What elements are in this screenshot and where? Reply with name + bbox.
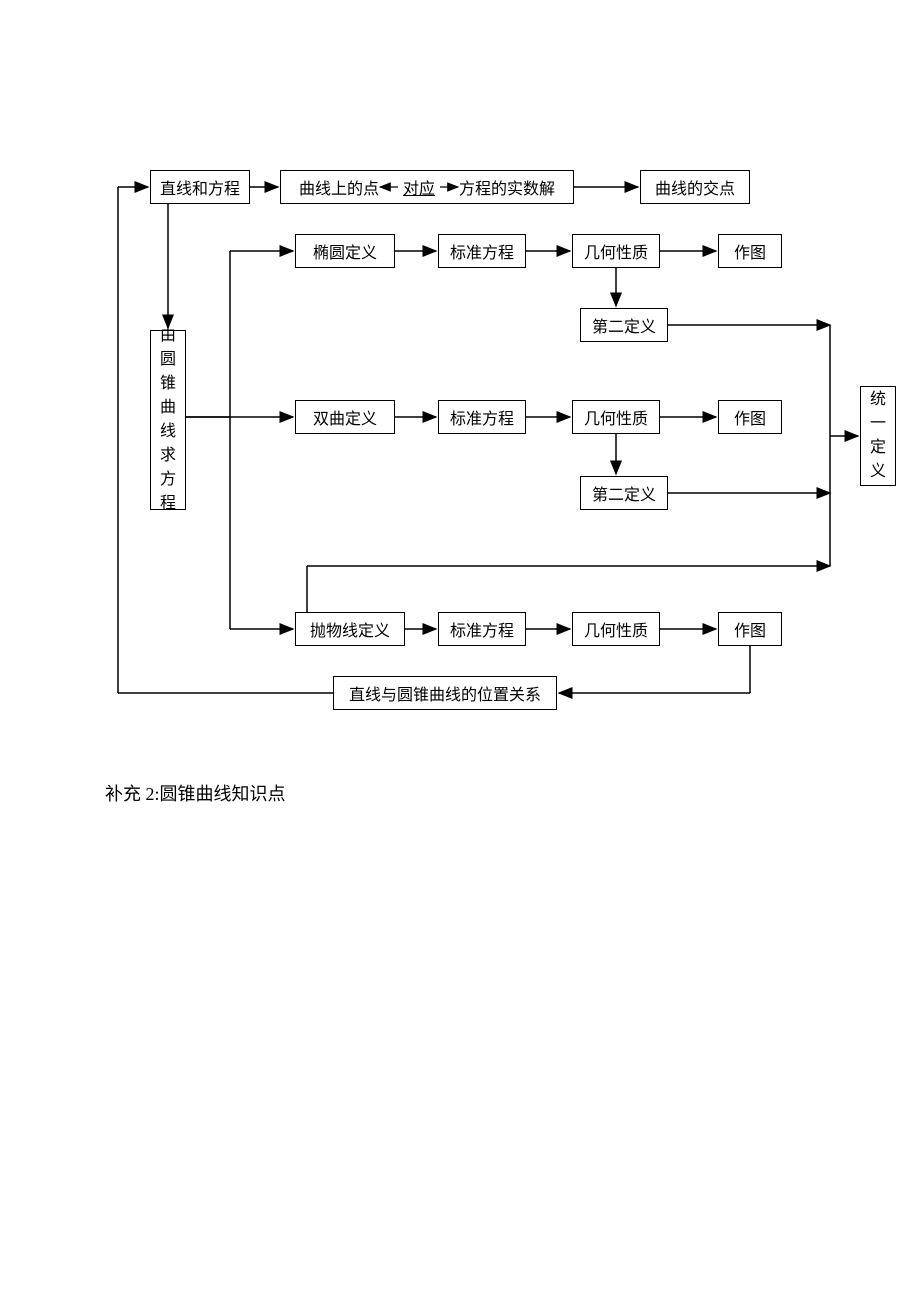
node-draw-3: 作图 [718, 612, 782, 646]
node-parabola-def: 抛物线定义 [295, 612, 405, 646]
node-ellipse-def: 椭圆定义 [295, 234, 395, 268]
node-std-eq-1: 标准方程 [438, 234, 526, 268]
node-std-eq-3: 标准方程 [438, 612, 526, 646]
label: 标准方程 [450, 405, 514, 429]
label: 第二定义 [592, 481, 656, 505]
label: 作图 [734, 405, 766, 429]
caption: 补充 2:圆锥曲线知识点 [105, 780, 286, 806]
node-unified-def: 统一定义 [860, 386, 896, 486]
node-hyper-def: 双曲定义 [295, 400, 395, 434]
label: 统一定义 [870, 388, 886, 484]
node-curve-correspondence: 曲线上的点 对应 方程的实数解 [280, 170, 574, 204]
label: 几何性质 [584, 239, 648, 263]
label: 椭圆定义 [313, 239, 377, 263]
label: 第二定义 [592, 313, 656, 337]
label: 几何性质 [584, 617, 648, 641]
label: 作图 [734, 617, 766, 641]
label: 曲线的交点 [655, 175, 735, 199]
node-conic-equation: 由圆锥曲线求方程 [150, 330, 186, 510]
node-second-def-2: 第二定义 [580, 476, 668, 510]
label-corr: 对应 [403, 175, 435, 199]
node-geom-2: 几何性质 [572, 400, 660, 434]
label: 标准方程 [450, 239, 514, 263]
label: 由圆锥曲线求方程 [160, 324, 176, 516]
node-geom-1: 几何性质 [572, 234, 660, 268]
node-line-equation: 直线和方程 [150, 170, 250, 204]
node-intersection: 曲线的交点 [640, 170, 750, 204]
label-solutions: 方程的实数解 [459, 175, 555, 199]
node-geom-3: 几何性质 [572, 612, 660, 646]
node-std-eq-2: 标准方程 [438, 400, 526, 434]
label: 抛物线定义 [310, 617, 390, 641]
label: 直线与圆锥曲线的位置关系 [349, 681, 541, 705]
node-position-relation: 直线与圆锥曲线的位置关系 [333, 676, 557, 710]
label: 标准方程 [450, 617, 514, 641]
node-draw-1: 作图 [718, 234, 782, 268]
label: 直线和方程 [160, 175, 240, 199]
label: 双曲定义 [313, 405, 377, 429]
node-draw-2: 作图 [718, 400, 782, 434]
node-second-def-1: 第二定义 [580, 308, 668, 342]
label: 作图 [734, 239, 766, 263]
label-points: 曲线上的点 [299, 175, 379, 199]
label: 几何性质 [584, 405, 648, 429]
